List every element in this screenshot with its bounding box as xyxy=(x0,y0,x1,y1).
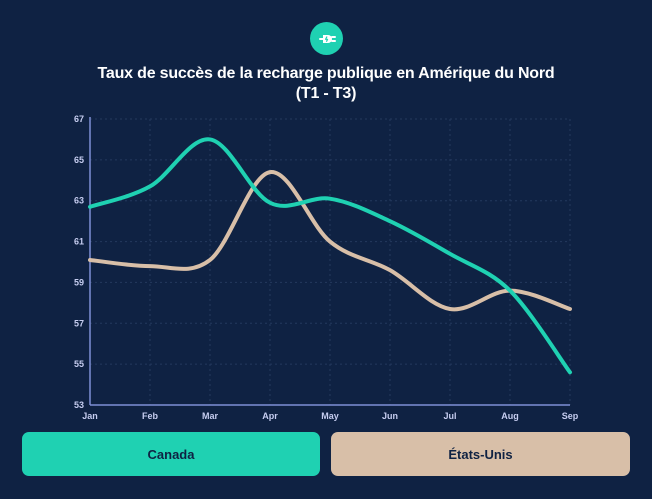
plug-glyph xyxy=(318,34,336,43)
legend-label-us: États-Unis xyxy=(448,446,513,462)
y-tick-label: 63 xyxy=(74,196,84,206)
ev-plug-icon xyxy=(310,22,343,55)
legend-button-canada[interactable]: Canada xyxy=(22,432,320,476)
x-tick-label: Jul xyxy=(443,411,456,421)
x-tick-label: Feb xyxy=(142,411,159,421)
chart-title-line1: Taux de succès de la recharge publique e… xyxy=(97,65,555,82)
series-line-canada xyxy=(88,137,572,375)
x-tick-label: Jan xyxy=(82,411,98,421)
x-tick-label: Aug xyxy=(501,411,519,421)
x-tick-label: Mar xyxy=(202,411,219,421)
series-line-us xyxy=(88,170,572,312)
y-tick-label: 53 xyxy=(74,400,84,410)
legend-button-us[interactable]: États-Unis xyxy=(331,432,630,476)
chart-title-line2: (T1 - T3) xyxy=(295,85,357,102)
chart-title: Taux de succès de la recharge publique e… xyxy=(0,64,652,104)
y-tick-label: 67 xyxy=(74,114,84,124)
y-tick-label: 55 xyxy=(74,359,84,369)
x-tick-label: Apr xyxy=(262,411,278,421)
y-tick-label: 59 xyxy=(74,277,84,287)
x-tick-label: Sep xyxy=(562,411,579,421)
y-tick-label: 57 xyxy=(74,318,84,328)
legend-label-canada: Canada xyxy=(147,446,195,462)
y-tick-label: 65 xyxy=(74,155,84,165)
x-tick-label: May xyxy=(321,411,339,421)
x-tick-label: Jun xyxy=(382,411,398,421)
y-tick-label: 61 xyxy=(74,237,84,247)
